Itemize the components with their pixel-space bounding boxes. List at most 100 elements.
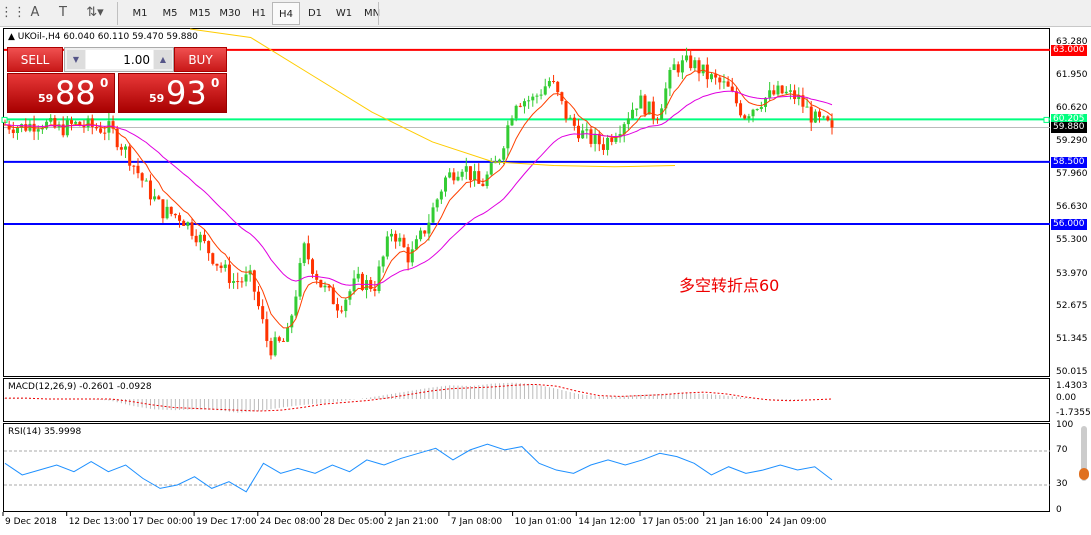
rsi-panel[interactable] <box>3 423 1050 512</box>
candle <box>468 166 472 188</box>
candle <box>581 123 585 140</box>
candle <box>144 178 148 182</box>
candle <box>576 118 580 143</box>
candle <box>622 122 626 143</box>
candle <box>360 272 364 292</box>
timeframe-m1[interactable]: M1 <box>132 8 148 19</box>
candle <box>631 102 635 120</box>
separator <box>378 2 379 25</box>
macd-signal-line <box>5 383 833 412</box>
candle <box>759 101 763 112</box>
macd-panel[interactable] <box>3 378 1050 422</box>
timeframe-mn[interactable]: MN <box>363 8 381 19</box>
price-tick: 53.970 <box>1056 268 1088 279</box>
timeframe-w1[interactable]: W1 <box>335 8 353 19</box>
candle <box>261 299 265 324</box>
macd-tick: 0.00 <box>1056 393 1077 403</box>
timeframe-m5[interactable]: M5 <box>162 8 178 19</box>
candle <box>813 109 817 124</box>
decrease-lot-button[interactable]: ▼ <box>67 50 85 69</box>
candle <box>227 256 231 289</box>
timeframe-m30[interactable]: M30 <box>219 8 241 19</box>
candle <box>423 230 427 237</box>
candle <box>464 157 468 180</box>
price-tick: 59.290 <box>1056 136 1088 147</box>
buy-price[interactable]: 59 93 0 <box>118 73 227 113</box>
sell-price[interactable]: 59 88 0 <box>7 73 115 113</box>
timeframe-d1[interactable]: D1 <box>307 8 323 19</box>
candle <box>148 174 152 206</box>
candle <box>452 168 456 185</box>
candle <box>539 89 543 100</box>
candle <box>173 213 177 219</box>
candle <box>302 241 306 267</box>
price-tick: 50.015 <box>1056 366 1088 377</box>
arrows-icon[interactable]: ⇅▾ <box>86 5 104 20</box>
candle <box>140 172 144 188</box>
candle <box>65 115 69 138</box>
candle <box>198 231 202 251</box>
candle <box>49 114 53 124</box>
candle <box>473 163 477 187</box>
candle <box>456 171 460 182</box>
chart-annotation: 多空转折点60 <box>679 276 780 295</box>
candle <box>69 116 73 131</box>
candle <box>373 281 377 297</box>
timeframe-h1[interactable]: H1 <box>252 8 266 19</box>
lot-input[interactable] <box>86 50 153 69</box>
buy-button[interactable]: BUY <box>174 47 227 72</box>
candle <box>506 120 510 157</box>
timeframe-h4[interactable]: H4 <box>272 2 300 25</box>
candle <box>236 272 240 290</box>
macd-tick: 1.4303 <box>1056 380 1088 391</box>
candle <box>194 229 198 247</box>
candle <box>398 233 402 247</box>
text-a-icon[interactable]: A <box>30 5 40 20</box>
candle <box>119 143 123 156</box>
text-box-icon[interactable]: T <box>59 5 67 20</box>
candle <box>481 178 485 187</box>
candle <box>414 235 418 251</box>
increase-lot-button[interactable]: ▲ <box>154 50 172 69</box>
grid-icon[interactable]: ⋮⋮ <box>0 5 26 20</box>
candle <box>240 277 244 288</box>
candle <box>606 134 610 156</box>
time-label: 24 Dec 08:00 <box>259 517 321 527</box>
level-tag: 56.000 <box>1051 219 1087 230</box>
price-tick: 63.280 <box>1056 36 1088 47</box>
candle <box>502 146 506 165</box>
timeframe-m15[interactable]: M15 <box>189 8 211 19</box>
candle <box>564 101 568 123</box>
candle <box>190 218 194 240</box>
candle <box>252 269 256 301</box>
rsi-tick: 30 <box>1056 479 1068 489</box>
price-tick: 55.300 <box>1056 235 1088 246</box>
candle <box>157 194 161 200</box>
candle <box>626 112 630 130</box>
candle <box>335 297 339 318</box>
level-tag: 63.000 <box>1051 44 1087 56</box>
candle <box>830 113 834 135</box>
candle <box>818 109 822 123</box>
candle <box>124 144 128 159</box>
candle <box>518 102 522 108</box>
candle <box>593 127 597 152</box>
candle <box>618 125 622 143</box>
candle <box>676 61 680 77</box>
rsi-title: RSI(14) 35.9998 <box>8 427 82 437</box>
candle <box>136 158 140 179</box>
sell-price-big: 88 <box>55 74 96 112</box>
candle <box>269 337 273 360</box>
ma-medium-line <box>4 90 833 286</box>
candle <box>643 93 647 118</box>
candle <box>265 311 269 348</box>
sell-button[interactable]: SELL <box>7 47 63 72</box>
candle <box>743 113 747 120</box>
price-tick: 51.345 <box>1056 333 1088 344</box>
scroll-slider[interactable] <box>1079 426 1089 481</box>
candle <box>739 100 743 118</box>
line-handle[interactable] <box>1043 116 1050 123</box>
candle <box>215 263 219 271</box>
candle <box>207 240 211 261</box>
candle <box>601 137 605 155</box>
